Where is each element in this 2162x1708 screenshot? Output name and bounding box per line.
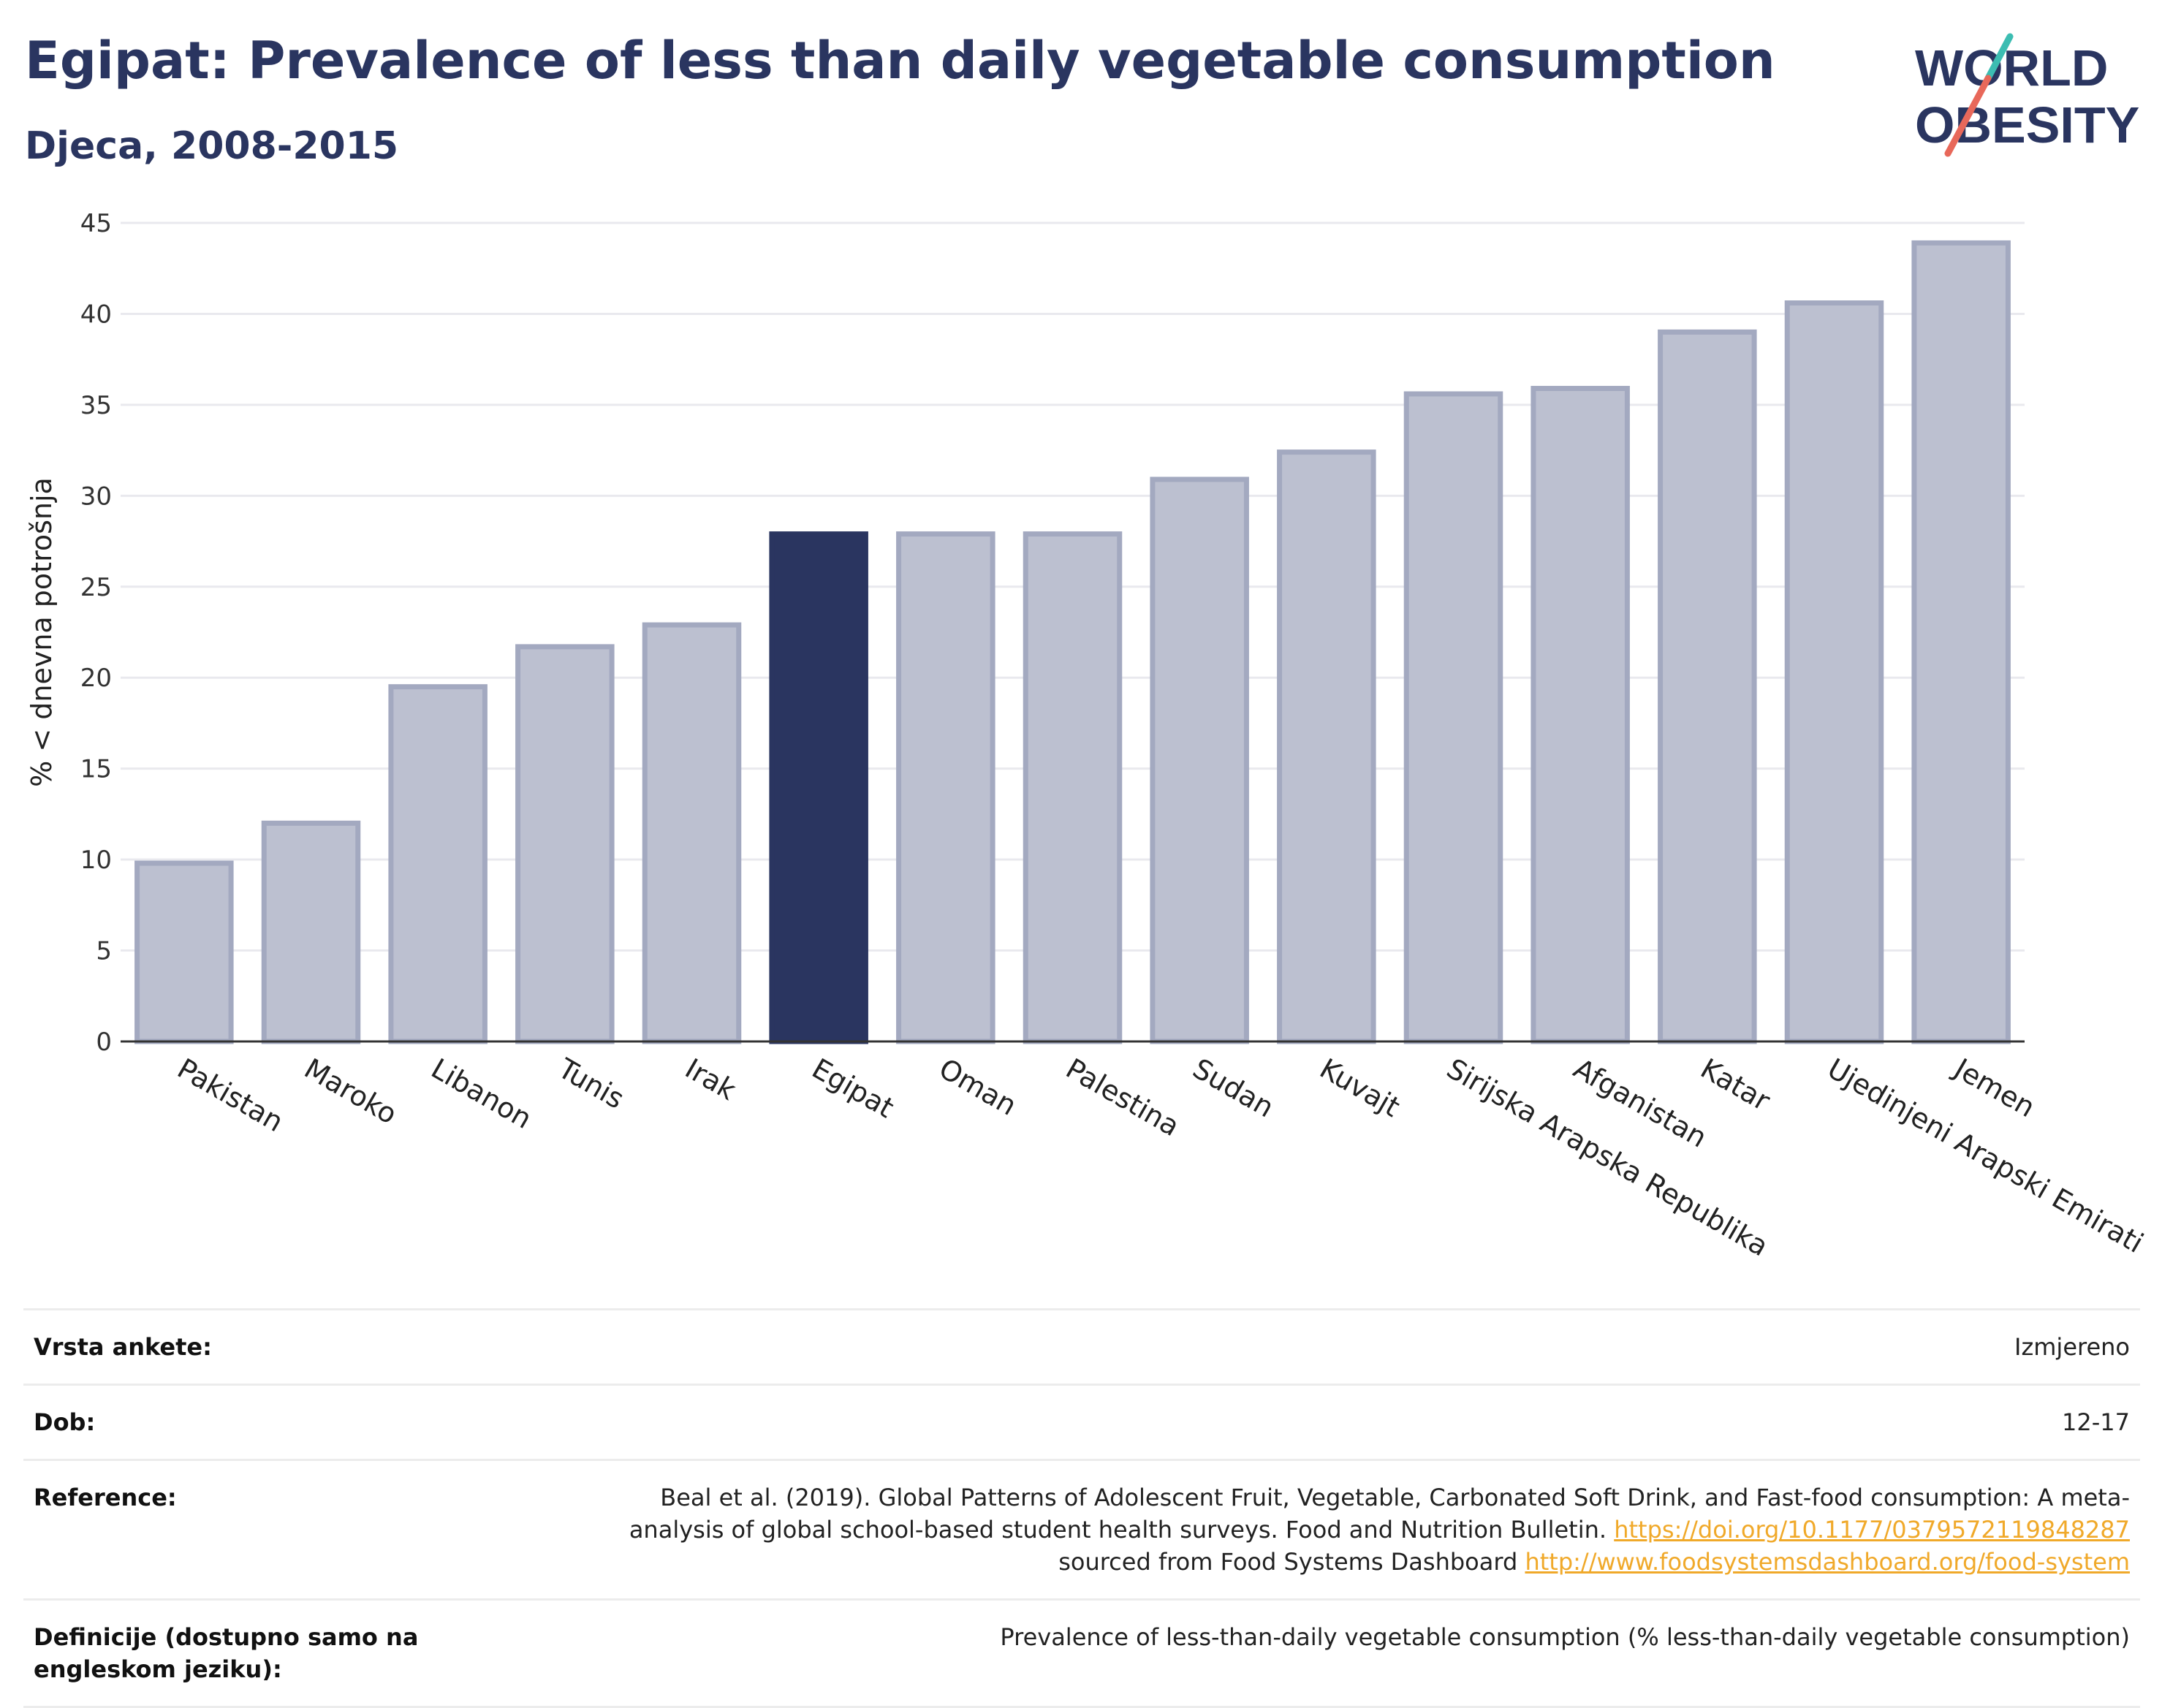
info-row-reference: Reference: Beal et al. (2019). Global Pa…	[23, 1461, 2140, 1601]
y-tick-label: 5	[96, 937, 112, 966]
y-tick-label: 35	[80, 391, 112, 420]
logo-slash-teal	[1984, 33, 2014, 82]
info-table: Vrsta ankete: Izmjereno Dob: 12-17 Refer…	[23, 1308, 2140, 1708]
x-tick-label: Maroko	[299, 1052, 403, 1131]
bar-kuvajt	[1277, 449, 1376, 1044]
x-tick-label: Pakistan	[172, 1052, 289, 1139]
bar-afganistan	[1531, 385, 1630, 1044]
y-tick-label: 25	[80, 573, 112, 602]
bar-oman	[896, 531, 995, 1044]
bar-sudan	[1150, 477, 1249, 1044]
food-systems-dashboard-link[interactable]: http://www.foodsystemsdashboard.org/food…	[1525, 1548, 2130, 1576]
definition-label: Definicije (dostupno samo na engleskom j…	[34, 1623, 419, 1683]
survey-value: Izmjereno	[2014, 1333, 2130, 1361]
reference-value: Beal et al. (2019). Global Patterns of A…	[573, 1481, 2130, 1578]
bar-libanon	[388, 684, 488, 1044]
y-tick-label: 15	[80, 755, 112, 784]
x-tick-label: Kuvajt	[1314, 1052, 1405, 1123]
reference-label: Reference:	[34, 1484, 177, 1511]
y-tick-label: 40	[80, 300, 112, 329]
survey-label: Vrsta ankete:	[34, 1333, 212, 1361]
bar-irak	[642, 622, 742, 1044]
x-tick-label: Sudan	[1188, 1052, 1280, 1124]
info-row-survey: Vrsta ankete: Izmjereno	[23, 1310, 2140, 1386]
info-row-definition: Definicije (dostupno samo na engleskom j…	[23, 1601, 2140, 1708]
chart-title: Egipat: Prevalence of less than daily ve…	[25, 31, 1775, 91]
bar-katar	[1658, 329, 1757, 1044]
logo-slash-coral	[1944, 75, 1992, 157]
age-value: 12-17	[2062, 1408, 2130, 1436]
reference-text-2: sourced from Food Systems Dashboard	[1058, 1548, 1525, 1576]
y-tick-label: 45	[80, 209, 112, 238]
y-tick-label: 20	[80, 664, 112, 693]
y-tick-label: 0	[96, 1028, 112, 1057]
bars	[134, 240, 2011, 1044]
x-tick-label: Palestina	[1061, 1052, 1185, 1143]
x-tick-label: Egipat	[807, 1052, 900, 1125]
x-tick-label: Tunis	[552, 1052, 629, 1115]
logo-text-world: WORLD	[1915, 39, 2108, 96]
world-obesity-logo: WORLD OBESITY	[1915, 33, 2139, 157]
definition-value: Prevalence of less-than-daily vegetable …	[1000, 1623, 2130, 1651]
bar-palestina	[1023, 531, 1123, 1044]
y-axis-label: % < dnevna potrošnja	[26, 477, 58, 787]
bar-chart: 0 5 10 15 20 25 30 35 40 45 Pakistan Maroko Libanon…	[26, 209, 2149, 1263]
bar-maroko	[261, 820, 361, 1044]
x-tick-label: Katar	[1695, 1052, 1775, 1117]
x-tick-label: Oman	[933, 1052, 1022, 1122]
y-tick-label: 10	[80, 846, 112, 875]
x-axis-tick-labels: Pakistan Maroko Libanon Tunis Irak Egipat Oman…	[172, 1052, 2149, 1263]
reference-text-1: Beal et al. (2019). Global Patterns of A…	[629, 1484, 2130, 1544]
bar-ujedinjeni-arapski-emirati	[1784, 300, 1884, 1044]
chart-subtitle: Djeca, 2008-2015	[25, 124, 399, 168]
y-axis-ticks: 0 5 10 15 20 25 30 35 40 45	[80, 209, 112, 1057]
bar-egipat	[769, 531, 868, 1044]
age-label: Dob:	[34, 1408, 96, 1436]
y-tick-label: 30	[80, 482, 112, 511]
bar-tunis	[515, 644, 615, 1044]
x-tick-label: Irak	[680, 1052, 741, 1107]
doi-link[interactable]: https://doi.org/10.1177/0379572119848287	[1614, 1516, 2130, 1544]
x-tick-label: Libanon	[426, 1052, 537, 1135]
bar-sirijska-arapska-republika	[1403, 391, 1503, 1044]
x-tick-label: Jemen	[1948, 1052, 2041, 1124]
bar-pakistan	[134, 860, 234, 1044]
bar-jemen	[1911, 240, 2011, 1044]
info-row-age: Dob: 12-17	[23, 1386, 2140, 1461]
